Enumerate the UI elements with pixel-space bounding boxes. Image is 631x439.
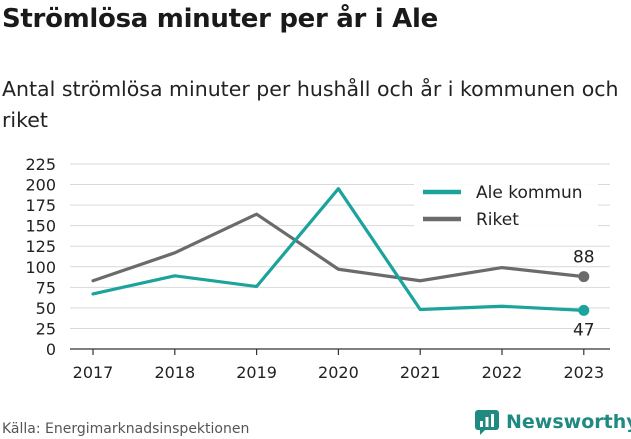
x-tick-label: 2017	[73, 363, 114, 382]
y-tick-label: 200	[25, 176, 56, 195]
grid-lines	[70, 163, 610, 350]
series-line-ale-kommun	[91, 187, 586, 312]
y-tick-label: 125	[25, 237, 56, 256]
chart-subtitle: Antal strömlösa minuter per hushåll och …	[2, 77, 619, 132]
y-tick-label: 0	[46, 340, 56, 359]
newsworthy-logo-icon	[475, 410, 499, 435]
y-tick-label: 25	[36, 319, 56, 338]
brand-logo: Newsworthy	[474, 407, 631, 437]
x-tick-label: 2020	[318, 363, 359, 382]
brand-name: Newsworthy	[506, 411, 631, 433]
x-tick-label: 2022	[482, 363, 523, 382]
x-tick-label: 2018	[154, 363, 195, 382]
y-tick-label: 175	[25, 196, 56, 215]
legend: Ale kommun Riket	[414, 178, 598, 232]
series-line-riket	[91, 212, 586, 283]
y-tick-label: 150	[25, 217, 56, 236]
legend-label: Riket	[476, 210, 519, 230]
y-tick-label: 225	[25, 155, 56, 174]
source-note: Källa: Energimarknadsinspektionen	[2, 421, 250, 437]
end-labels: 88 47	[573, 248, 595, 341]
legend-label: Ale kommun	[476, 183, 583, 203]
chart-title: Strömlösa minuter per år i Ale	[2, 4, 438, 34]
x-axis-ticks: 2017 2018 2019 2020 2021 2022 2023	[73, 349, 604, 382]
x-tick-label: 2021	[400, 363, 441, 382]
series-lines	[91, 187, 590, 316]
y-tick-label: 100	[25, 258, 56, 277]
x-tick-label: 2023	[563, 363, 604, 382]
end-label-riket: 88	[573, 248, 595, 268]
legend-background	[414, 178, 598, 232]
y-tick-label: 75	[36, 278, 56, 297]
end-point-ale-kommun	[578, 304, 590, 316]
end-label-ale: 47	[573, 320, 595, 340]
end-point-riket	[578, 271, 590, 283]
y-tick-label: 50	[36, 299, 56, 318]
x-tick-label: 2019	[236, 363, 277, 382]
